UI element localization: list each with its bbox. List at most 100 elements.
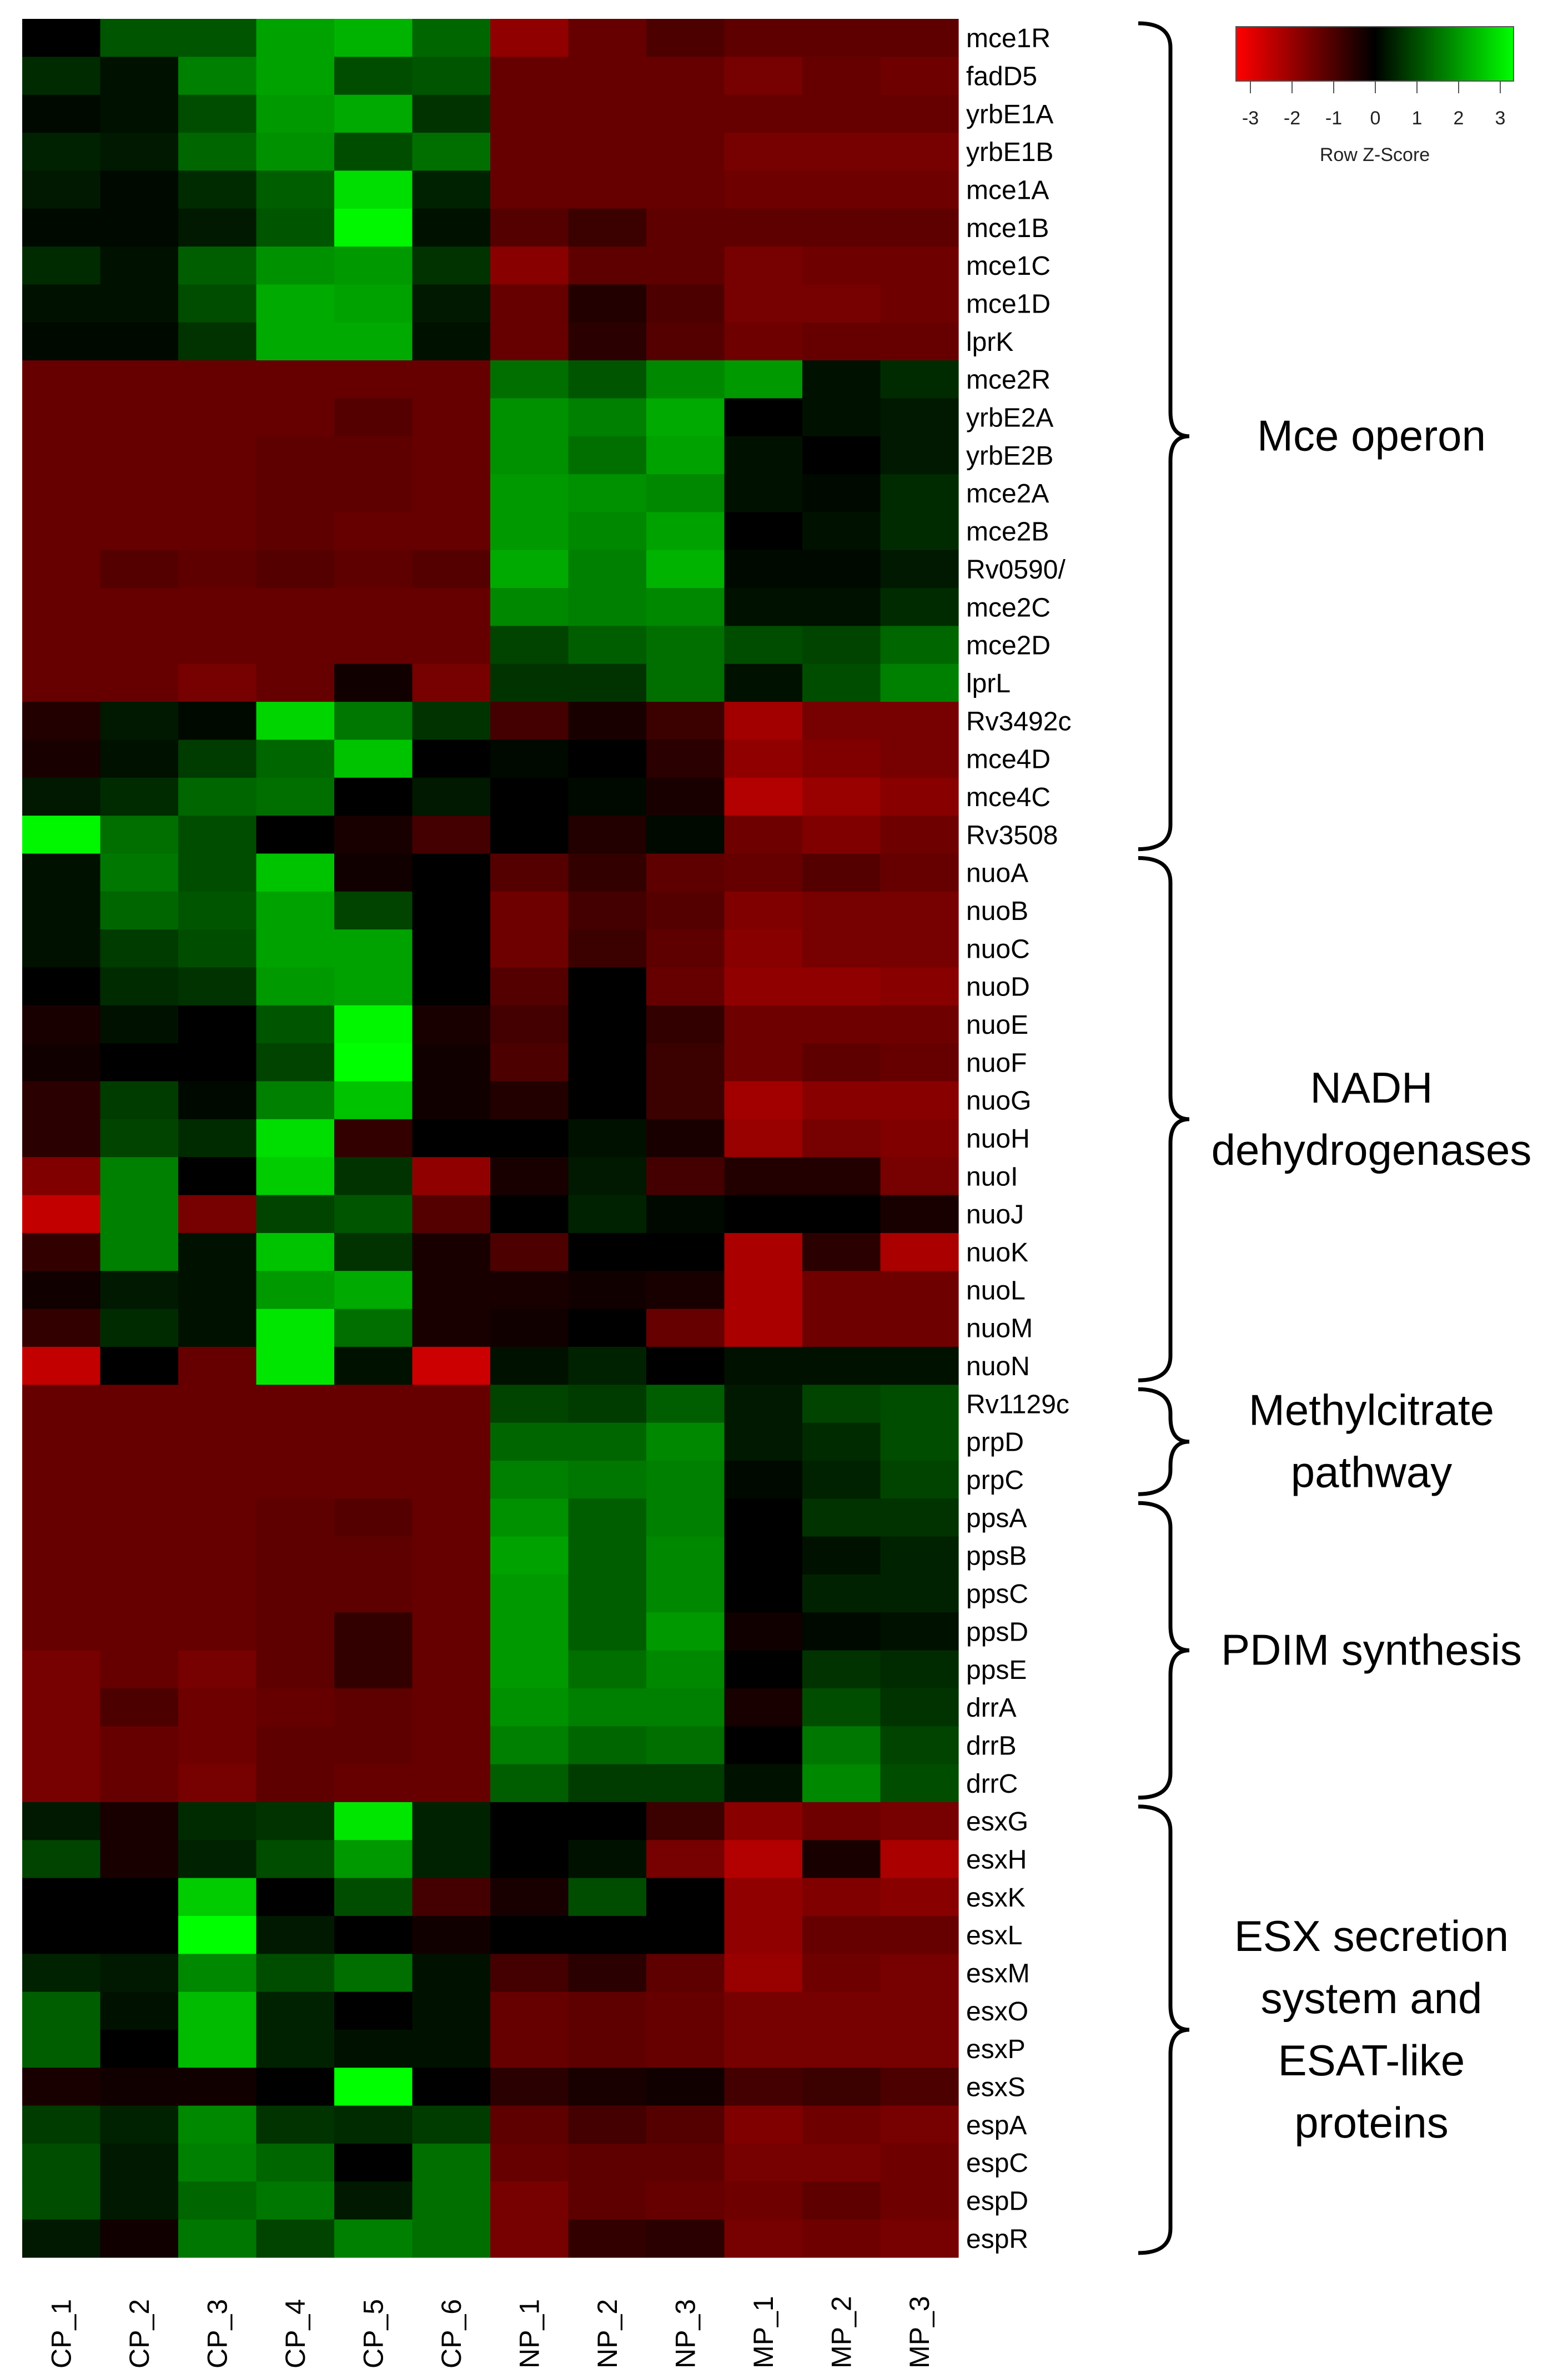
heatmap-cell-yrbE2B-CP_1 — [22, 436, 101, 475]
heatmap-cell-esxO-NP_3 — [646, 1991, 725, 2030]
heatmap-cell-nuoG-CP_4 — [256, 1081, 335, 1120]
heatmap-cell-prpC-NP_2 — [568, 1460, 647, 1499]
row-label: yrbE2A — [966, 404, 1053, 433]
column-label: CP_3 — [202, 2299, 233, 2368]
heatmap-cell-ppsD-NP_3 — [646, 1612, 725, 1651]
heatmap-cell-esxS-MP_1 — [724, 2068, 803, 2106]
heatmap-cell-Rv3508-NP_2 — [568, 816, 647, 854]
heatmap-cell-esxH-CP_1 — [22, 1840, 101, 1879]
heatmap-cell-drrA-CP_2 — [100, 1688, 179, 1727]
heatmap-cell-nuoN-NP_2 — [568, 1346, 647, 1385]
heatmap-cell-mce2D-CP_1 — [22, 626, 101, 665]
row-label: mce2C — [966, 593, 1051, 622]
heatmap-cell-fadD5-CP_6 — [412, 57, 491, 95]
heatmap-cell-ppsC-CP_2 — [100, 1574, 179, 1613]
heatmap-cell-mce2C-MP_3 — [880, 588, 959, 627]
heatmap-cell-espD-CP_5 — [334, 2181, 413, 2220]
row-label: nuoC — [966, 934, 1030, 964]
heatmap-cell-nuoG-MP_3 — [880, 1081, 959, 1120]
heatmap-cell-drrC-CP_4 — [256, 1764, 335, 1803]
row-label: nuoF — [966, 1048, 1027, 1078]
heatmap-cell-nuoB-CP_4 — [256, 891, 335, 930]
heatmap-cell-ppsB-NP_1 — [490, 1536, 569, 1575]
heatmap-cell-mce4C-NP_2 — [568, 777, 647, 816]
heatmap-cell-esxG-MP_2 — [802, 1802, 881, 1840]
heatmap-cell-espA-NP_1 — [490, 2105, 569, 2144]
heatmap-cell-Rv0590/-CP_1 — [22, 550, 101, 589]
heatmap-cell-esxG-CP_5 — [334, 1802, 413, 1840]
heatmap-cell-nuoC-NP_3 — [646, 929, 725, 968]
heatmap-cell-ppsE-MP_2 — [802, 1650, 881, 1689]
heatmap-cell-nuoE-MP_1 — [724, 1005, 803, 1044]
heatmap-cell-nuoJ-NP_2 — [568, 1195, 647, 1234]
heatmap-cell-yrbE1B-CP_5 — [334, 133, 413, 171]
row-label: esxK — [966, 1883, 1026, 1913]
heatmap-cell-nuoC-CP_2 — [100, 929, 179, 968]
heatmap-cell-nuoK-CP_5 — [334, 1233, 413, 1271]
heatmap-cell-ppsB-MP_2 — [802, 1536, 881, 1575]
heatmap-cell-lprK-NP_2 — [568, 322, 647, 361]
heatmap-cell-nuoB-CP_1 — [22, 891, 101, 930]
heatmap-cell-Rv1129c-NP_1 — [490, 1385, 569, 1424]
heatmap-cell-nuoB-NP_2 — [568, 891, 647, 930]
heatmap-cell-espC-MP_1 — [724, 2143, 803, 2182]
heatmap-cell-ppsC-MP_3 — [880, 1574, 959, 1613]
heatmap-cell-espR-CP_6 — [412, 2219, 491, 2258]
heatmap-cell-ppsE-CP_6 — [412, 1650, 491, 1689]
group-label-line: dehydrogenases — [1212, 1125, 1532, 1174]
heatmap-cell-lprK-MP_1 — [724, 322, 803, 361]
heatmap-cell-Rv0590/-MP_2 — [802, 550, 881, 589]
row-label: mce4D — [966, 745, 1051, 774]
heatmap-cell-espC-CP_5 — [334, 2143, 413, 2182]
heatmap-cell-esxP-CP_2 — [100, 2029, 179, 2068]
heatmap-cell-esxM-NP_2 — [568, 1954, 647, 1993]
heatmap-cell-ppsB-CP_5 — [334, 1536, 413, 1575]
heatmap-cell-Rv3492c-MP_3 — [880, 702, 959, 741]
heatmap-cell-esxM-CP_2 — [100, 1954, 179, 1993]
heatmap-cell-nuoM-NP_1 — [490, 1309, 569, 1347]
heatmap-cell-ppsD-MP_1 — [724, 1612, 803, 1651]
heatmap-cell-mce2C-CP_1 — [22, 588, 101, 627]
heatmap-cell-espA-CP_2 — [100, 2105, 179, 2144]
heatmap-cell-nuoB-CP_3 — [178, 891, 257, 930]
heatmap-cell-ppsA-CP_5 — [334, 1498, 413, 1537]
row-label: espC — [966, 2149, 1028, 2178]
heatmap-cell-mce1C-MP_3 — [880, 247, 959, 285]
heatmap-cell-mce1R-NP_2 — [568, 19, 647, 57]
heatmap-cell-lprL-MP_2 — [802, 663, 881, 702]
heatmap-cell-espC-CP_6 — [412, 2143, 491, 2182]
heatmap-cell-mce1R-CP_3 — [178, 19, 257, 57]
heatmap-cell-yrbE2B-CP_5 — [334, 436, 413, 475]
heatmap-cell-prpC-CP_5 — [334, 1460, 413, 1499]
heatmap-cell-Rv3508-CP_5 — [334, 816, 413, 854]
heatmap-cell-mce1C-CP_3 — [178, 247, 257, 285]
heatmap-cell-nuoJ-CP_2 — [100, 1195, 179, 1234]
heatmap-cell-ppsA-CP_3 — [178, 1498, 257, 1537]
heatmap-cell-nuoH-CP_6 — [412, 1119, 491, 1158]
row-label: Rv3508 — [966, 821, 1058, 850]
heatmap-cell-mce4D-MP_3 — [880, 740, 959, 778]
heatmap-cell-ppsD-CP_2 — [100, 1612, 179, 1651]
row-label: yrbE1B — [966, 138, 1053, 167]
heatmap-cell-nuoJ-MP_3 — [880, 1195, 959, 1234]
heatmap-cell-nuoE-NP_3 — [646, 1005, 725, 1044]
heatmap-cell-mce2A-NP_3 — [646, 474, 725, 513]
column-label: CP_2 — [124, 2299, 155, 2368]
column-labels: CP_1 CP_2 CP_3 CP_4 CP_5 CP_6 NP_1 NP_2 NP_3 MP_1… — [46, 2296, 935, 2368]
heatmap-cell-Rv0590/-CP_5 — [334, 550, 413, 589]
heatmap-cell-nuoC-CP_4 — [256, 929, 335, 968]
heatmap-cell-nuoF-NP_3 — [646, 1043, 725, 1082]
heatmap-cell-mce1D-NP_2 — [568, 284, 647, 323]
heatmap-cell-Rv1129c-NP_2 — [568, 1385, 647, 1424]
heatmap-cell-Rv0590/-NP_1 — [490, 550, 569, 589]
heatmap-cell-espD-NP_2 — [568, 2181, 647, 2220]
heatmap-cell-mce2R-NP_2 — [568, 360, 647, 399]
heatmap-cell-lprL-CP_3 — [178, 663, 257, 702]
heatmap-cell-yrbE1A-CP_4 — [256, 94, 335, 133]
heatmap-cell-yrbE2B-NP_2 — [568, 436, 647, 475]
heatmap-cell-yrbE1A-MP_1 — [724, 94, 803, 133]
heatmap-cell-mce4C-MP_3 — [880, 777, 959, 816]
heatmap-cell-nuoH-CP_4 — [256, 1119, 335, 1158]
row-label: mce1D — [966, 290, 1051, 319]
heatmap-cell-yrbE2B-CP_3 — [178, 436, 257, 475]
